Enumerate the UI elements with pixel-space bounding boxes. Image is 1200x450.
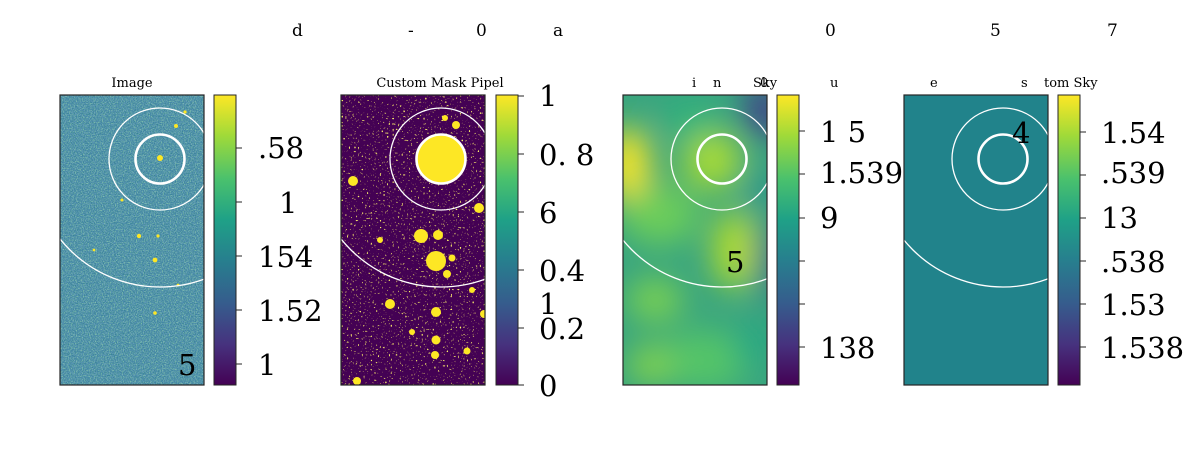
panel-title-fragments: e s tom Sky bbox=[930, 76, 1098, 91]
colorbar-ticks bbox=[236, 147, 242, 365]
colorbar-tick-label: 1.539 bbox=[820, 156, 903, 190]
colorbar-tick-label: 138 bbox=[820, 331, 875, 365]
axes-frame bbox=[903, 94, 1049, 386]
colorbar-tick-label: 1 bbox=[539, 287, 557, 321]
colorbar-tick-label: 0 bbox=[539, 369, 557, 403]
annulus-outer-circle bbox=[341, 237, 485, 288]
annulus-inner-circle bbox=[389, 107, 485, 211]
colorbar-tick-label: 1.54 bbox=[1101, 116, 1166, 150]
colorbar bbox=[213, 94, 237, 386]
mask-heatmap bbox=[341, 95, 485, 385]
colorbar-tick-label: 1.538 bbox=[1101, 331, 1184, 365]
suptitle-fragment: 7 bbox=[1107, 21, 1118, 41]
overlap-label: 5 bbox=[178, 348, 196, 382]
panel-title: Image bbox=[111, 76, 153, 91]
aperture-circle bbox=[977, 133, 1029, 185]
colorbar-tick-label: 154 bbox=[258, 240, 313, 274]
colorbar-tick-label: 13 bbox=[1101, 201, 1138, 235]
image-heatmap bbox=[60, 95, 204, 385]
colorbar-tick-label: 1 bbox=[539, 79, 557, 113]
axes-frame bbox=[622, 94, 768, 386]
bright-sources bbox=[92, 110, 187, 315]
colorbar-tick-label: 0.4 bbox=[539, 254, 585, 288]
panel-title-fragments: i n Sky u bbox=[692, 76, 838, 91]
colorbar bbox=[1057, 94, 1081, 386]
panel-title: Custom Mask Pipel bbox=[376, 76, 503, 91]
title-fragment: Sky bbox=[753, 76, 778, 91]
colorbar-ticks bbox=[799, 130, 805, 348]
colorbar-tick-label: .539 bbox=[1101, 156, 1166, 190]
panel-custom-sky: e s tom Sky 4 1.54 .539 13 .538 1.53 1.5… bbox=[903, 76, 1184, 386]
suptitle-fragment: - bbox=[408, 21, 414, 41]
colorbar-tick-label: 6 bbox=[539, 196, 557, 230]
title-fragment: tom Sky bbox=[1044, 76, 1098, 91]
annulus-inner-circle bbox=[670, 107, 767, 211]
annulus-outer-circle bbox=[904, 239, 1048, 288]
panel-image: Image 5 bbox=[59, 76, 323, 386]
annulus-outer-circle bbox=[623, 239, 767, 288]
annulus-outer-circle bbox=[60, 237, 204, 288]
background-heatmap bbox=[623, 95, 767, 385]
colorbar bbox=[776, 94, 800, 386]
aperture-circle bbox=[134, 133, 186, 185]
colorbar-tick-label: 0.2 bbox=[539, 312, 585, 346]
masked-sources bbox=[348, 115, 485, 385]
figure-suptitle-fragments: d - 0 a 0 5 7 bbox=[292, 21, 1118, 41]
colorbar-tick-label: 1.53 bbox=[1101, 288, 1166, 322]
suptitle-fragment: 0 bbox=[476, 21, 487, 41]
colorbar-tick-label: .538 bbox=[1101, 245, 1166, 279]
overlap-label: 4 bbox=[1012, 116, 1030, 150]
panel-mask: Custom Mask Pipel bbox=[340, 76, 594, 403]
suptitle-fragment: 0 bbox=[825, 21, 836, 41]
title-fragment: e bbox=[930, 76, 938, 91]
colorbar-tick-label: 9 bbox=[820, 201, 838, 235]
colorbar-tick-label: 1 bbox=[258, 348, 276, 382]
title-fragment: i bbox=[692, 76, 696, 91]
axes-frame bbox=[340, 94, 486, 386]
title-fragment: u bbox=[830, 76, 838, 91]
annulus-inner-circle bbox=[951, 107, 1048, 211]
aperture-circle bbox=[415, 133, 467, 185]
panel-background: i n Sky u 0 bbox=[622, 76, 903, 386]
colorbar-ticks bbox=[518, 95, 524, 386]
colorbar-tick-label: .58 bbox=[258, 131, 304, 165]
title-fragment: n bbox=[713, 76, 722, 91]
colorbar-ticks bbox=[1080, 131, 1086, 348]
custom-sky-heatmap bbox=[904, 95, 1048, 385]
suptitle-fragment: 5 bbox=[990, 21, 1001, 41]
suptitle-fragment: d bbox=[292, 21, 303, 41]
colorbar-tick-label: 1 bbox=[279, 186, 297, 220]
overlap-label: 5 bbox=[726, 245, 744, 279]
suptitle-fragment: a bbox=[553, 21, 563, 41]
axes-frame bbox=[59, 94, 205, 386]
colorbar-tick-label: 1 5 bbox=[820, 115, 866, 149]
extra-mark: 0 bbox=[760, 76, 768, 91]
colorbar-tick-label: 0. 8 bbox=[539, 138, 594, 172]
colorbar bbox=[495, 94, 519, 386]
aperture-circle bbox=[696, 133, 748, 185]
colorbar-tick-label: 1.52 bbox=[258, 294, 323, 328]
title-fragment: s bbox=[1021, 76, 1028, 91]
annulus-inner-circle bbox=[108, 107, 204, 211]
